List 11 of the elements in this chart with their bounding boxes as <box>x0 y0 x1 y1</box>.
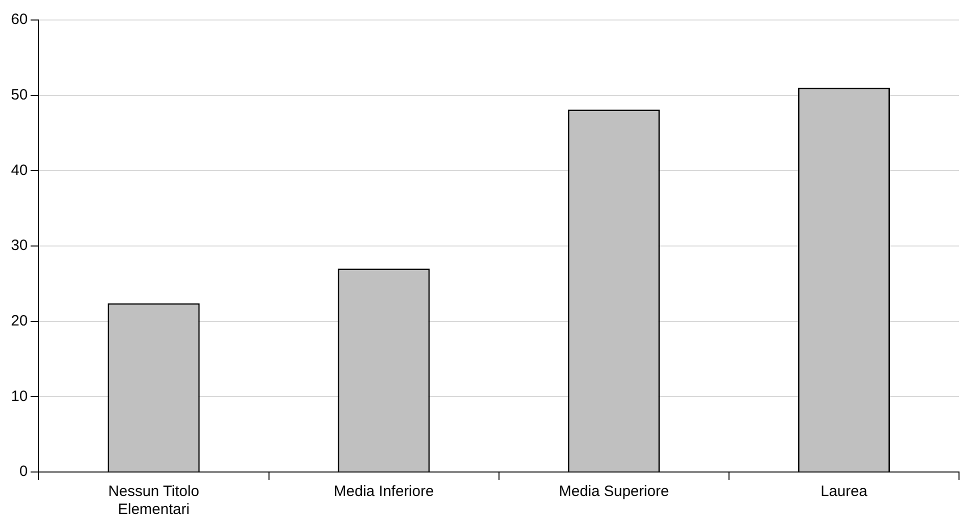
x-tick-label: Media Inferiore <box>334 483 434 500</box>
y-tick-label: 30 <box>10 237 28 254</box>
y-tick-label: 20 <box>10 312 28 330</box>
x-tick-label: Laurea <box>820 483 868 500</box>
y-tick-label: 60 <box>10 11 28 28</box>
y-tick-label: 40 <box>10 162 28 179</box>
y-tick-label: 10 <box>10 388 28 405</box>
y-tick-label: 50 <box>10 86 28 104</box>
y-tick-label: 0 <box>19 463 28 480</box>
x-tick-label: Nessun Titolo Elementari <box>108 483 200 518</box>
x-tick-label: Media Superiore <box>558 483 669 500</box>
